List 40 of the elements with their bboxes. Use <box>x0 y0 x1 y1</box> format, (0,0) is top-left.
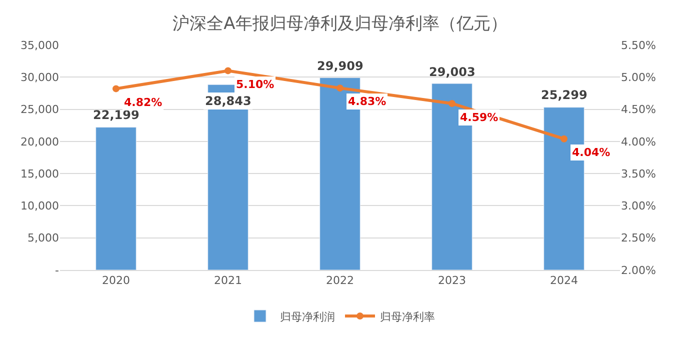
data-label: 28,843 <box>205 94 252 108</box>
data-label: 4.59% <box>460 111 498 124</box>
data-label: 29,909 <box>317 59 364 73</box>
y2-tick-label: 5.00% <box>621 70 656 84</box>
legend-label: 归母净利润 <box>280 310 335 324</box>
y-tick-label: 30,000 <box>20 70 59 84</box>
point <box>224 67 232 74</box>
x-tick-label: 2021 <box>214 274 242 288</box>
y2-tick-label: 3.00% <box>621 200 656 213</box>
x-tick-label: 2024 <box>550 274 578 288</box>
point <box>560 135 568 142</box>
x-tick-label: 2022 <box>326 274 354 288</box>
y-tick-label: - <box>55 264 60 277</box>
chart-title: 沪深全A年报归母净利及归母净利率（亿元） <box>172 14 508 34</box>
x-tick-label: 2023 <box>438 274 466 288</box>
data-label: 22,199 <box>93 108 140 122</box>
y-tick-label: 10,000 <box>20 200 59 213</box>
y2-tick-label: 5.50% <box>621 38 656 52</box>
y2-tick-label: 2.00% <box>621 264 656 277</box>
point <box>448 100 456 107</box>
data-label: 4.82% <box>124 96 162 109</box>
y2-tick-label: 3.50% <box>621 167 656 180</box>
y-tick-label: 35,000 <box>20 38 59 52</box>
x-tick-label: 2020 <box>102 274 130 288</box>
y2-tick-label: 4.50% <box>621 103 656 116</box>
data-label: 4.83% <box>348 95 386 108</box>
data-label: 4.04% <box>572 146 610 159</box>
data-label: 5.10% <box>236 78 274 91</box>
legend-label: 归母净利率 <box>380 310 435 324</box>
y-tick-label: 15,000 <box>20 167 59 180</box>
y2-tick-label: 2.50% <box>621 232 656 245</box>
point <box>336 84 344 92</box>
y-tick-label: 5,000 <box>28 232 59 245</box>
y-tick-label: 20,000 <box>20 135 59 148</box>
bar <box>96 127 136 270</box>
y-tick-label: 25,000 <box>20 103 59 116</box>
data-label: 29,003 <box>429 65 476 79</box>
data-label: 25,299 <box>541 88 588 102</box>
point <box>112 85 120 92</box>
y2-tick-label: 4.00% <box>621 135 656 148</box>
